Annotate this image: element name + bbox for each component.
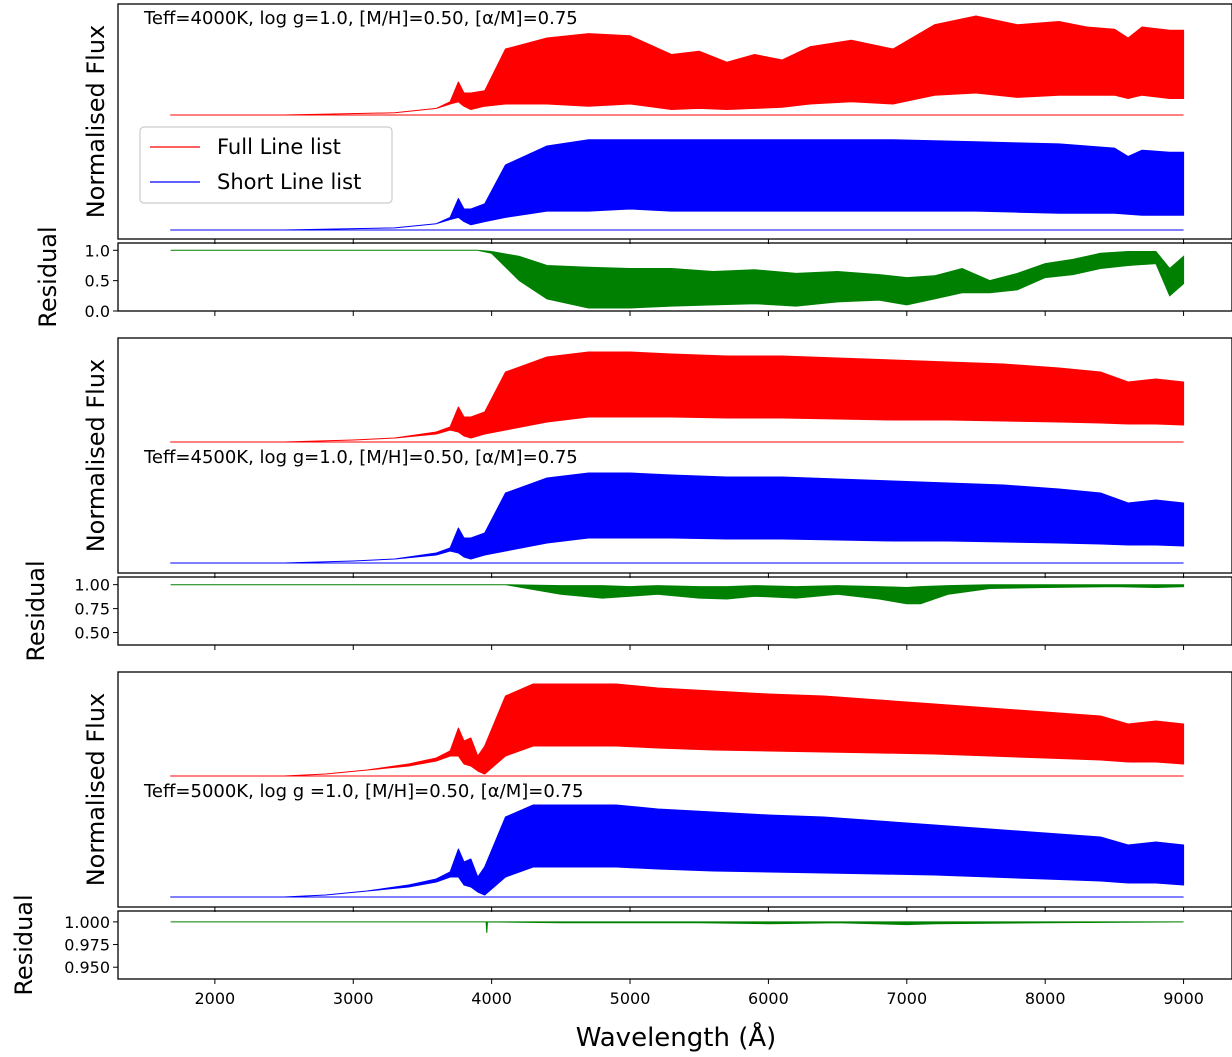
series-full-line-list bbox=[170, 15, 1185, 116]
residual-band bbox=[170, 921, 1184, 933]
panel-annotation: Teff=5000K, log g =1.0, [M/H]=0.50, [α/M… bbox=[143, 781, 583, 802]
y-axis-label: Residual bbox=[10, 894, 38, 995]
panel-annotation: Teff=4500K, log g=1.0, [M/H]=0.50, [α/M]… bbox=[143, 447, 578, 468]
axes-frame bbox=[117, 337, 1232, 574]
axes-frame bbox=[117, 576, 1232, 646]
legend-entry: Full Line list bbox=[217, 135, 341, 159]
y-tick-label: 0.75 bbox=[74, 600, 110, 619]
panel-2: 1.0 0.5 0.0 Residual bbox=[34, 226, 1232, 328]
y-tick-label: 0.950 bbox=[64, 958, 110, 977]
x-tick-label: 4000 bbox=[471, 989, 512, 1008]
axes-frame bbox=[117, 242, 1232, 312]
x-tick-label: 3000 bbox=[333, 989, 374, 1008]
spectrum-band bbox=[170, 15, 1185, 116]
panel-4: 1.00 0.75 0.50 Residual bbox=[22, 560, 1232, 662]
y-tick-label: 0.975 bbox=[64, 936, 110, 955]
y-axis-label: Normalised Flux bbox=[82, 25, 110, 219]
legend-box bbox=[139, 126, 393, 204]
panel-1: Teff=4000K, log g=1.0, [M/H]=0.50, [α/M]… bbox=[82, 3, 1232, 244]
series-short-line-list bbox=[170, 472, 1185, 564]
series-full-line-list bbox=[170, 351, 1185, 443]
residual-band bbox=[170, 249, 1185, 309]
y-tick-label: 1.000 bbox=[64, 913, 110, 932]
x-tick-label: 2000 bbox=[195, 989, 236, 1008]
y-axis-label: Normalised Flux bbox=[82, 693, 110, 887]
x-tick-label: 7000 bbox=[886, 989, 927, 1008]
spectrum-band bbox=[170, 804, 1185, 898]
x-axis-label: Wavelength (Å) bbox=[576, 1021, 777, 1053]
axes-frame bbox=[117, 3, 1232, 240]
y-axis-label: Residual bbox=[34, 226, 62, 327]
y-tick-label: 0.50 bbox=[74, 624, 110, 643]
y-tick-label: 0.5 bbox=[85, 272, 110, 291]
series-short-line-list bbox=[170, 139, 1185, 231]
y-tick-label: 0.0 bbox=[85, 302, 110, 321]
series-full-line-list bbox=[170, 683, 1185, 777]
y-tick-label: 1.00 bbox=[74, 576, 110, 595]
panel-annotation: Teff=4000K, log g=1.0, [M/H]=0.50, [α/M]… bbox=[143, 8, 578, 29]
axes-frame bbox=[117, 910, 1232, 980]
spectrum-band bbox=[170, 683, 1185, 777]
panel-6: 1.000 0.975 0.950 2000 3000 4000 5000 6000 7000 8… bbox=[10, 894, 1232, 1008]
legend-entry: Short Line list bbox=[217, 170, 361, 194]
y-axis-label: Residual bbox=[22, 560, 50, 661]
spectrum-band bbox=[170, 472, 1185, 564]
axes-frame bbox=[117, 671, 1232, 908]
residual-band bbox=[170, 584, 1185, 605]
panel-5: Teff=5000K, log g =1.0, [M/H]=0.50, [α/M… bbox=[82, 671, 1232, 912]
spectrum-band bbox=[170, 351, 1185, 443]
x-tick-label: 8000 bbox=[1025, 989, 1066, 1008]
legend: Full Line list Short Line list bbox=[139, 126, 393, 204]
series-short-line-list bbox=[170, 804, 1185, 898]
y-tick-label: 1.0 bbox=[85, 241, 110, 260]
panel-3: Teff=4500K, log g=1.0, [M/H]=0.50, [α/M]… bbox=[82, 337, 1232, 578]
x-tick-label: 6000 bbox=[748, 989, 789, 1008]
y-axis-label: Normalised Flux bbox=[82, 359, 110, 553]
x-tick-label: 5000 bbox=[610, 989, 651, 1008]
spectrum-band bbox=[170, 139, 1185, 231]
x-tick-label: 9000 bbox=[1163, 989, 1204, 1008]
